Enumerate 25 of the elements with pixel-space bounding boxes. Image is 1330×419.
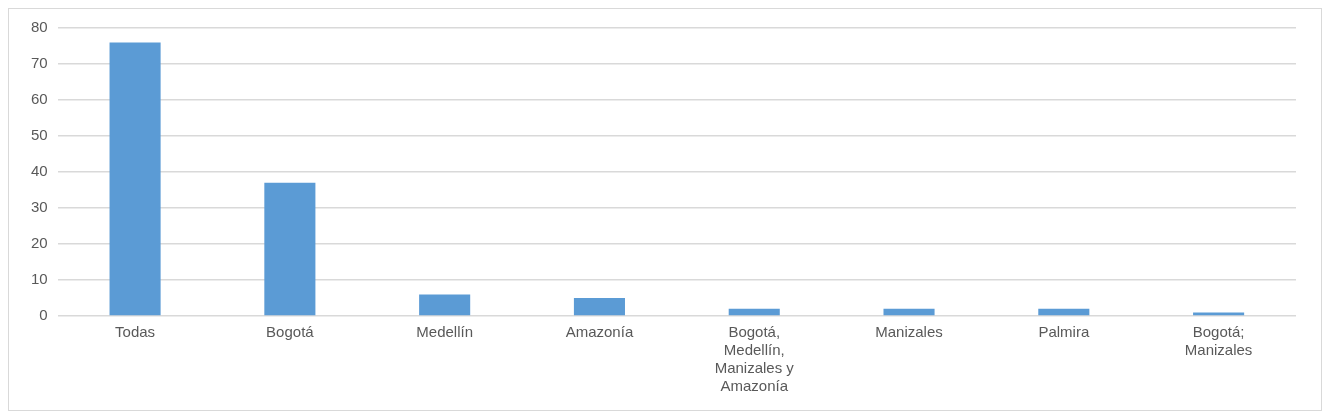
x-tick-label: Manizales xyxy=(875,323,943,341)
bar xyxy=(1193,312,1245,316)
y-tick-label: 30 xyxy=(31,198,48,216)
y-tick-label: 50 xyxy=(31,126,48,144)
y-tick-label: 20 xyxy=(31,234,48,252)
bar xyxy=(573,298,625,316)
bar xyxy=(883,308,935,316)
x-tick-label: Palmira xyxy=(1038,323,1090,341)
x-tick-label: Bogotá; Manizales xyxy=(1184,323,1253,359)
x-tick-label: Bogotá, Medellín, Manizales y Amazonía xyxy=(714,323,795,395)
bar xyxy=(728,308,780,316)
x-tick-label: Amazonía xyxy=(565,323,634,341)
x-tick-label: Medellín xyxy=(416,323,474,341)
y-tick-label: 70 xyxy=(31,54,48,72)
x-tick-label: Todas xyxy=(115,323,156,341)
y-tick-label: 80 xyxy=(31,18,48,36)
bar xyxy=(264,182,316,316)
bar xyxy=(1038,308,1090,316)
bar xyxy=(109,42,161,316)
y-tick-label: 40 xyxy=(31,162,48,180)
y-tick-label: 0 xyxy=(39,306,48,324)
x-tick-label: Bogotá xyxy=(266,323,315,341)
y-tick-label: 60 xyxy=(31,90,48,108)
bar xyxy=(419,294,471,316)
y-tick-label: 10 xyxy=(31,270,48,288)
